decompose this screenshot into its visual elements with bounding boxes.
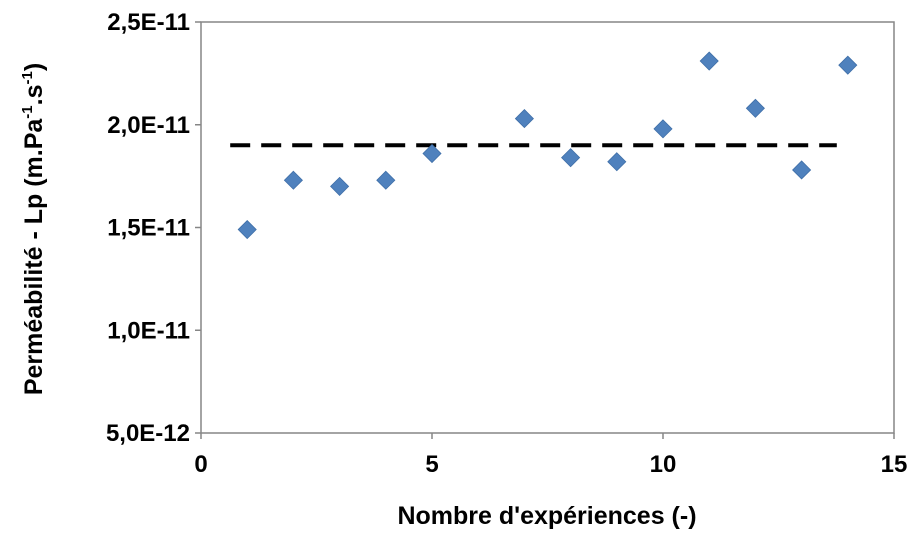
data-point — [376, 170, 396, 190]
data-point — [792, 160, 812, 180]
data-point — [653, 119, 673, 139]
data-point — [699, 51, 719, 71]
plot-area-frame — [200, 21, 895, 434]
data-point — [283, 170, 303, 190]
x-tick-label: 0 — [194, 451, 207, 478]
y-axis-title: Perméabilité - Lp (m.Pa-1.s-1) — [19, 63, 48, 395]
data-point — [237, 219, 257, 240]
y-axis-title-suffix: ) — [20, 63, 48, 71]
data-point — [745, 98, 765, 118]
y-axis-title-sup1: -1 — [19, 105, 36, 118]
x-axis-title: Nombre d'expériences (-) — [397, 502, 696, 530]
y-tick-label: 2,0E-11 — [107, 112, 190, 139]
data-point — [607, 152, 627, 172]
y-tick-label: 1,0E-11 — [107, 317, 190, 344]
data-point — [514, 109, 534, 129]
y-tick-label: 1,5E-11 — [107, 215, 190, 242]
y-axis-title-sup2: -1 — [19, 71, 36, 84]
y-tick-label: 2,5E-11 — [107, 9, 190, 36]
data-point — [838, 55, 858, 75]
x-tick-label: 15 — [881, 451, 908, 478]
y-axis-title-middle: .s — [20, 85, 48, 106]
y-axis-ticks: 5,0E-12 1,0E-11 1,5E-11 2,0E-11 2,5E-11 — [106, 9, 201, 447]
data-points — [237, 51, 858, 240]
x-tick-label: 10 — [650, 451, 677, 478]
y-axis-title-prefix: Perméabilité - Lp (m.Pa — [20, 118, 48, 396]
data-point — [330, 176, 350, 196]
x-axis-ticks: 0 5 10 15 — [194, 433, 907, 478]
data-point — [561, 148, 581, 168]
x-tick-label: 5 — [425, 451, 438, 478]
y-tick-label: 5,0E-12 — [106, 420, 190, 447]
data-point — [422, 143, 442, 164]
